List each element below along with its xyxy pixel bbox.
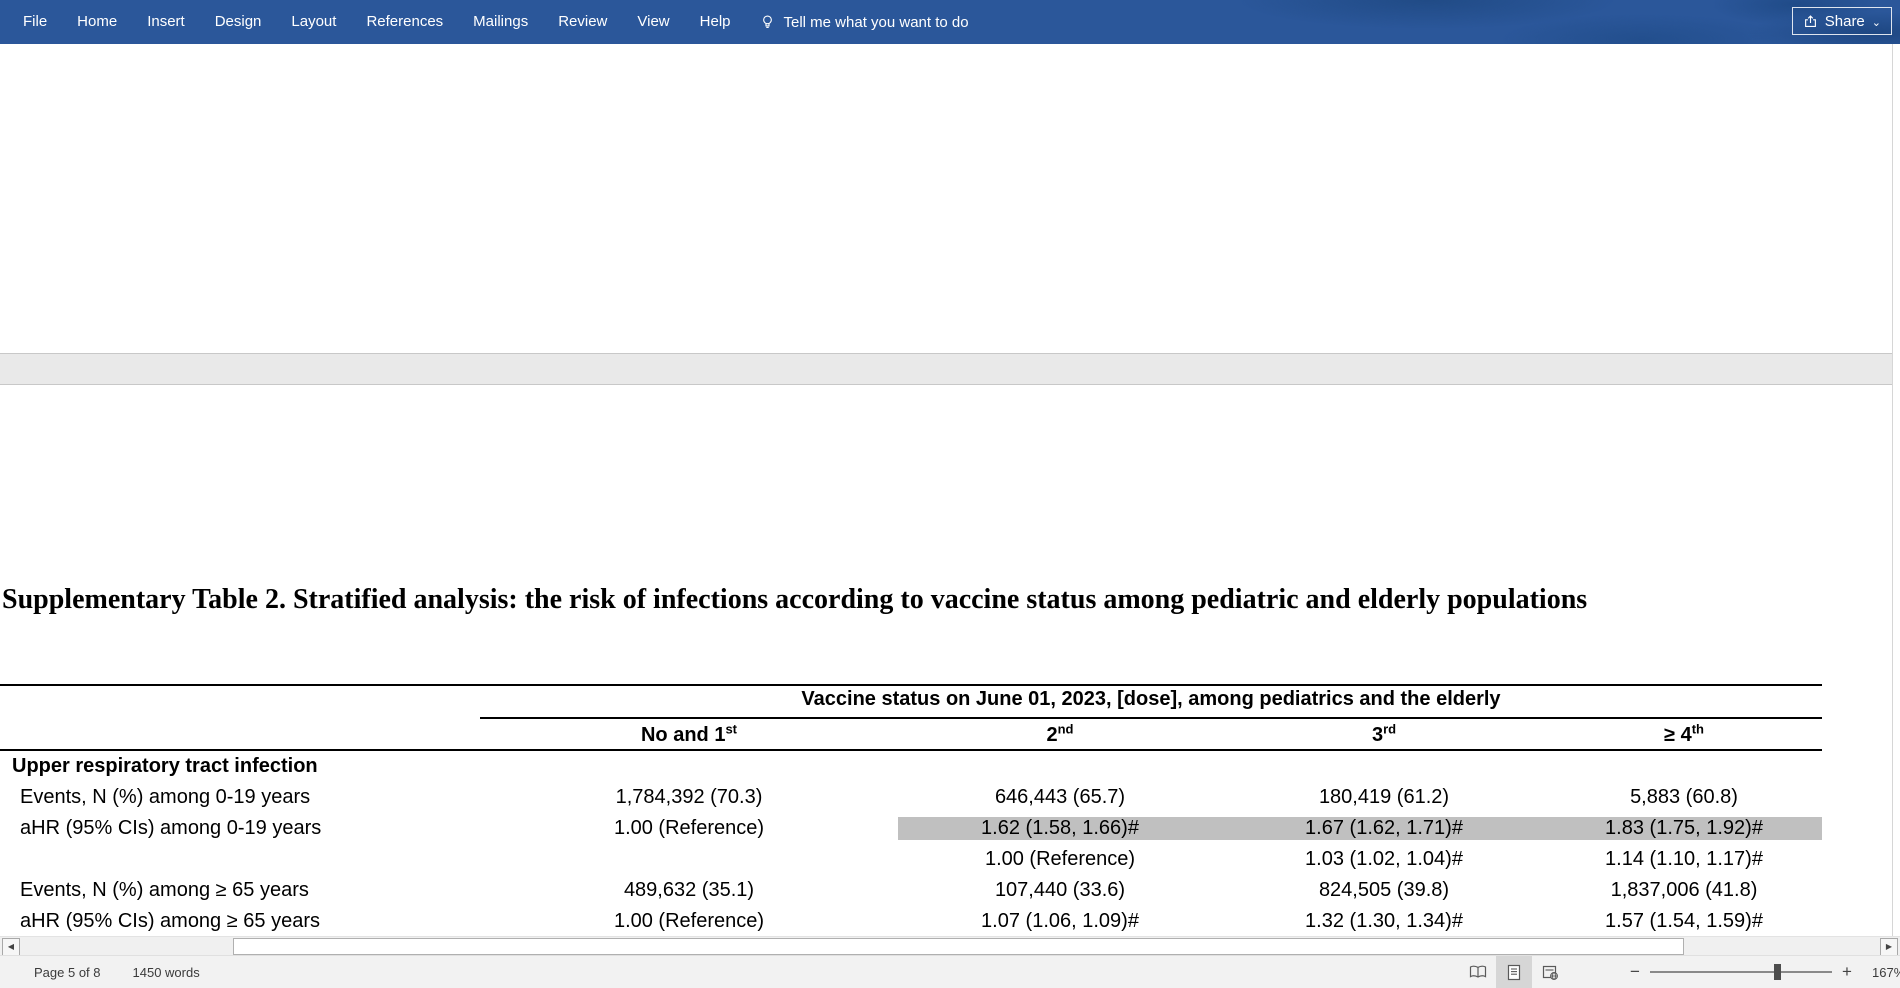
tab-review[interactable]: Review (558, 13, 608, 30)
word-count[interactable]: 1450 words (132, 964, 200, 980)
table-cell: 646,443 (65.7) (994, 786, 1126, 808)
share-label: Share (1824, 12, 1865, 30)
table-cell: 489,632 (35.1) (623, 879, 755, 901)
table-cell: 824,505 (39.8) (1318, 879, 1450, 901)
share-button[interactable]: Share ⌄ (1791, 7, 1892, 35)
tab-references[interactable]: References (366, 13, 444, 30)
print-layout-icon (1507, 964, 1521, 980)
table-cell-highlighted: 1.67 (1.62, 1.71)# (1222, 817, 1546, 840)
table-cell: 1,784,392 (70.3) (615, 786, 763, 808)
print-layout-button[interactable] (1496, 956, 1532, 988)
tell-me-label: Tell me what you want to do (783, 13, 969, 31)
zoom-level[interactable]: 167% (1872, 965, 1900, 980)
table-cell: 1.00 (Reference) (613, 817, 765, 839)
zoom-out-icon[interactable]: − (1630, 962, 1640, 981)
row-label: Events, N (%) among 0-19 years (20, 786, 311, 808)
tab-layout[interactable]: Layout (291, 13, 337, 30)
horizontal-scrollbar-thumb[interactable] (233, 938, 1684, 955)
read-mode-icon (1469, 965, 1487, 978)
table-caption: Supplementary Table 2. Stratified analys… (2, 584, 1588, 615)
zoom-slider-thumb[interactable] (1774, 964, 1781, 980)
table-cell: 180,419 (61.2) (1318, 786, 1450, 808)
table-cell: 107,440 (33.6) (994, 879, 1126, 901)
table-cell: 1.32 (1.30, 1.34)# (1305, 910, 1463, 932)
tab-file[interactable]: File (23, 13, 48, 30)
web-layout-icon (1542, 965, 1558, 980)
header-cell-dose4: ≥ 4th (1664, 721, 1704, 746)
vertical-scrollbar[interactable] (1892, 44, 1900, 936)
table-row: Events, N (%) among 0-19 years 1,784,392… (0, 782, 1822, 813)
row-label: aHR (95% CIs) among ≥ 65 years (20, 910, 320, 932)
tab-design[interactable]: Design (214, 13, 262, 30)
table-cell: 1.00 (Reference) (984, 848, 1136, 870)
header-cell-dose2: 2nd (1046, 721, 1074, 746)
tab-view[interactable]: View (637, 13, 670, 30)
table-rule-top (0, 684, 1822, 686)
ribbon-art (1040, 0, 1900, 44)
status-left: Page 5 of 8 1450 words (34, 956, 200, 988)
tab-help[interactable]: Help (699, 13, 731, 30)
tab-home[interactable]: Home (77, 13, 118, 30)
table-row: Upper respiratory tract infection (0, 751, 1822, 782)
table-cell: 1,837,006 (41.8) (1610, 879, 1758, 901)
read-mode-button[interactable] (1460, 956, 1496, 988)
zoom-control: − + (1626, 956, 1856, 988)
table-rule-subheader (480, 717, 1822, 719)
scroll-left-icon[interactable]: ◀ (2, 938, 20, 956)
table-header-row: No and 1st 2nd 3rd ≥ 4th (0, 720, 1822, 751)
table-cell: 1.03 (1.02, 1.04)# (1305, 848, 1463, 870)
row-label: aHR (95% CIs) among 0-19 years (20, 817, 322, 839)
table-cell: 1.14 (1.10, 1.17)# (1605, 848, 1763, 870)
page-gap (0, 353, 1900, 385)
header-cell-dose1: No and 1st (640, 721, 737, 746)
table-row: 1.00 (Reference) 1.03 (1.02, 1.04)# 1.14… (0, 844, 1822, 875)
table-row: aHR (95% CIs) among 0-19 years 1.00 (Ref… (0, 813, 1822, 844)
table-cell: 1.00 (Reference) (613, 910, 765, 932)
table-cell: 1.57 (1.54, 1.59)# (1605, 910, 1763, 932)
row-label: Events, N (%) among ≥ 65 years (20, 879, 309, 901)
zoom-slider[interactable] (1650, 956, 1832, 988)
table-body: Upper respiratory tract infection Events… (0, 751, 1822, 937)
table-cell-highlighted: 1.83 (1.75, 1.92)# (1546, 817, 1822, 840)
status-bar: Page 5 of 8 1450 words (0, 955, 1900, 988)
tab-insert[interactable]: Insert (147, 13, 185, 30)
document-canvas[interactable]: Supplementary Table 2. Stratified analys… (0, 44, 1900, 936)
chevron-down-icon: ⌄ (1871, 16, 1881, 29)
share-icon (1804, 14, 1816, 27)
header-cell-dose3: 3rd (1371, 721, 1397, 746)
zoom-slider-track (1650, 971, 1832, 973)
ribbon-bar: File Home Insert Design Layout Reference… (0, 0, 1900, 44)
table-cell-highlighted: 1.62 (1.58, 1.66)# (898, 817, 1222, 840)
scroll-right-icon[interactable]: ▶ (1880, 938, 1898, 956)
tab-mailings[interactable]: Mailings (473, 13, 529, 30)
table-span-header: Vaccine status on June 01, 2023, [dose],… (801, 688, 1501, 710)
table-cell: 1.07 (1.06, 1.09)# (981, 910, 1139, 932)
tell-me-box[interactable]: Tell me what you want to do (760, 14, 969, 31)
row-label: Upper respiratory tract infection (12, 755, 318, 777)
ribbon-menu: File Home Insert Design Layout Reference… (8, 0, 969, 44)
table-row: Events, N (%) among ≥ 65 years 489,632 (… (0, 875, 1822, 906)
lightbulb-icon (762, 14, 772, 28)
table-row: aHR (95% CIs) among ≥ 65 years 1.00 (Ref… (0, 906, 1822, 937)
view-mode-buttons (1460, 956, 1568, 988)
table-cell: 5,883 (60.8) (1630, 786, 1738, 808)
zoom-in-icon[interactable]: + (1842, 962, 1852, 981)
page-indicator[interactable]: Page 5 of 8 (34, 964, 101, 980)
horizontal-scrollbar[interactable]: ◀ ▶ (0, 936, 1900, 956)
web-layout-button[interactable] (1532, 956, 1568, 988)
table-rule-mid (0, 749, 1822, 751)
